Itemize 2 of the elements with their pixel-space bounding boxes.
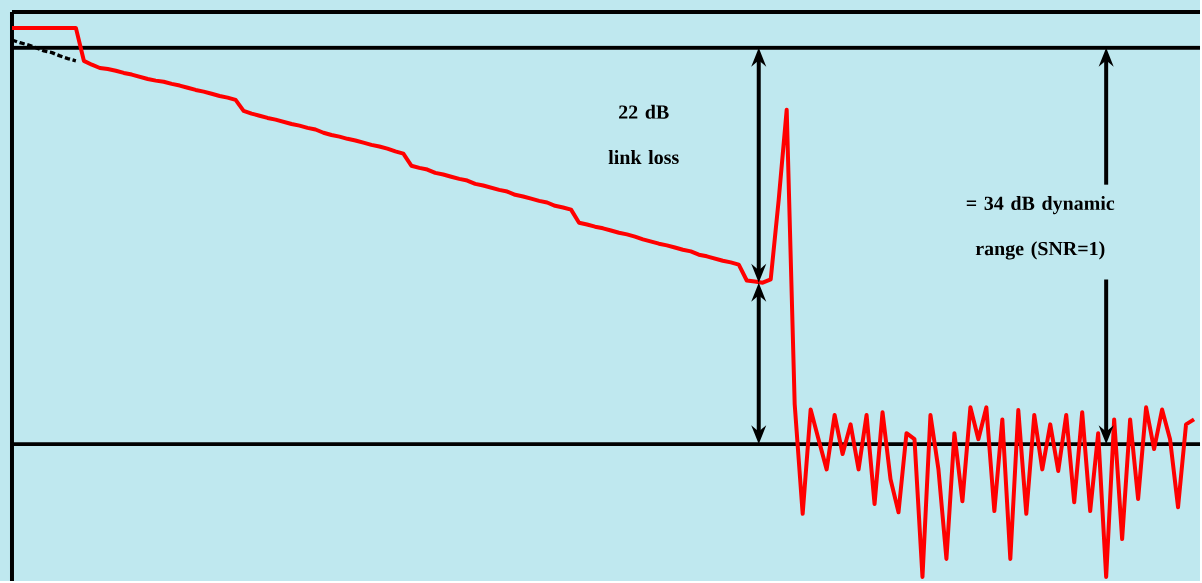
text: = 34 dB dynamic range (SNR=1): [966, 196, 1115, 260]
text: 22 dB link loss: [608, 104, 679, 165]
